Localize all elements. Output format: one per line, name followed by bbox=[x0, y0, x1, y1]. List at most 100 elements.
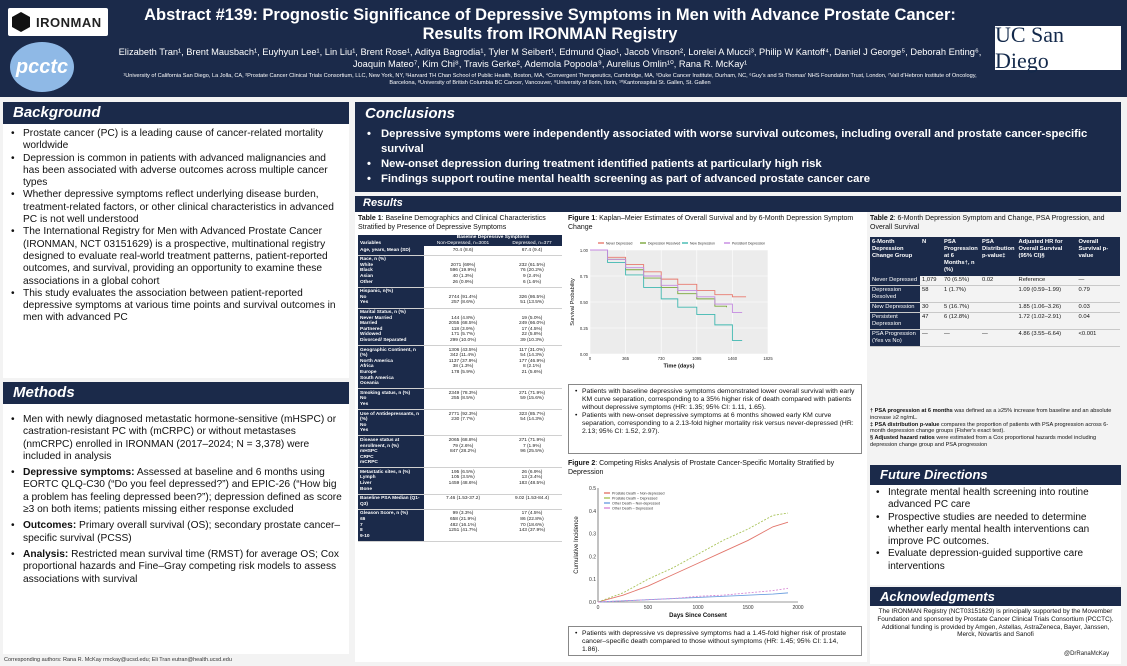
conclusion-bullet: New-onset depression during treatment id… bbox=[365, 157, 1111, 172]
y-tick-label: 0.5 bbox=[589, 486, 596, 492]
x-tick-label: 1095 bbox=[692, 356, 702, 361]
figure2-caption: Figure 2: Competing Risks Analysis of Pr… bbox=[568, 460, 866, 477]
table-cell: 67.4 (9.4) bbox=[521, 247, 543, 253]
figure2-caption-label: Figure 2 bbox=[568, 460, 596, 467]
table-row: Use of Antidepressants, n (%) No Yes 2771… bbox=[358, 409, 562, 436]
table-cell: 70 (6.5%) bbox=[942, 276, 980, 286]
km-survival-chart: 0.00 0.25 0.50 0.75 1.00 0 365 730 1095 1460 1825 T… bbox=[570, 241, 773, 369]
table-cell: — bbox=[920, 329, 942, 347]
series-line bbox=[590, 249, 743, 341]
x-axis-label: Days Since Consent bbox=[669, 613, 727, 619]
table-header-row: 6-Month Depression Change Group N PSA Pr… bbox=[870, 237, 1120, 276]
table-cell: 271 (71.9%) 59 (15.6%) bbox=[518, 390, 546, 402]
table2-header-cell: N bbox=[920, 237, 942, 276]
table-cell: Gleason Score, n (%) ≤6 7 8 9-10 bbox=[358, 509, 424, 542]
table-cell: 326 (86.5%) 51 (13.5%) bbox=[518, 294, 546, 306]
table2-caption: Table 2: 6-Month Depression Symptom and … bbox=[870, 215, 1120, 232]
acknowledgments-heading: Acknowledgments bbox=[870, 587, 1121, 606]
methods-bullet: Outcomes: Primary overall survival (OS);… bbox=[9, 520, 343, 545]
footnote-label: ‡ PSA distribution p-value bbox=[870, 421, 940, 428]
table-row: Smoking status, n (%) No Yes 2349 (78.3%)… bbox=[358, 388, 562, 410]
table-cell: 0.79 bbox=[1076, 285, 1120, 303]
twitter-handle[interactable]: @DrRanaMcKay bbox=[1064, 651, 1110, 657]
table-cell: Marital Status, n (%) Never Married Marr… bbox=[358, 308, 424, 346]
series-line bbox=[597, 512, 789, 603]
ironman-shield-icon bbox=[12, 12, 30, 32]
table-cell: Hispanic, n(%) No Yes bbox=[358, 287, 424, 309]
legend-label: Other Death – Depressed bbox=[612, 506, 653, 510]
table-row: Depression Resolved 58 1 (1.7%) 1.09 (0.59–… bbox=[870, 285, 1120, 303]
table-cell: <0.001 bbox=[1076, 329, 1120, 347]
background-bullet: Whether depressive symptoms reflect unde… bbox=[9, 189, 343, 226]
footnote-text: was defined as a ≥25% increase from base… bbox=[870, 408, 1112, 421]
x-tick-label: 730 bbox=[658, 356, 666, 361]
x-tick-label: 2000 bbox=[792, 605, 803, 611]
affiliations: ¹University of California San Diego, La … bbox=[123, 73, 977, 86]
table-cell bbox=[980, 302, 1017, 313]
acknowledgments-text: The IRONMAN Registry (NCT03151629) is pr… bbox=[870, 606, 1121, 664]
table-cell: 2744 (91.4%) 257 (8.6%) bbox=[448, 294, 478, 306]
table-cell: 0.02 bbox=[980, 276, 1017, 286]
series-line bbox=[597, 587, 789, 603]
table-cell: 2771 (92.3%) 230 (7.7%) bbox=[448, 411, 478, 423]
conclusions-section: Conclusions Depressive symptoms were ind… bbox=[355, 102, 1121, 192]
table-row: Baseline PSA Median (Q1-Q3) 7.46 (1.53-37… bbox=[358, 494, 562, 510]
table1-col-variables: Variables bbox=[358, 240, 424, 247]
table-cell: 2065 (68.8%) 79 (2.6%) 847 (28.2%) bbox=[448, 437, 478, 455]
table-cell: 1,079 bbox=[920, 276, 942, 286]
table1-caption-label: Table 1 bbox=[358, 215, 382, 222]
corresponding-authors: Corresponding authors: Rana R. McKay rmc… bbox=[4, 657, 232, 663]
series-line bbox=[590, 249, 743, 313]
table-cell: 195 (6.5%) 105 (3.5%) 1459 (48.6%) bbox=[448, 469, 478, 487]
methods-section: Men with newly diagnosed metastatic horm… bbox=[3, 404, 349, 654]
table1-col-depressed: Depressed, n=377 bbox=[502, 240, 562, 247]
y-tick-label: 0.4 bbox=[589, 509, 596, 515]
ucsd-logo: UC San Diego bbox=[995, 22, 1121, 73]
table-cell: 26 (6.9%) 13 (3.4%) 183 (48.5%) bbox=[518, 469, 546, 487]
methods-bullet-label: Depressive symptoms: bbox=[23, 467, 135, 479]
x-tick-label: 1000 bbox=[692, 605, 703, 611]
x-tick-label: 500 bbox=[644, 605, 653, 611]
table-cell: Depression Resolved bbox=[870, 285, 920, 303]
table-cell bbox=[980, 312, 1017, 330]
background-bullet: Prostate cancer (PC) is a leading cause … bbox=[9, 128, 343, 153]
table2-footnote: ‡ PSA distribution p-value compares the … bbox=[870, 422, 1122, 436]
table-cell: — bbox=[980, 329, 1017, 347]
table-row: Race, n (%) White Black Asian Other 2071… bbox=[358, 255, 562, 288]
conclusions-heading: Conclusions bbox=[365, 105, 456, 122]
table-cell: — bbox=[1076, 276, 1120, 286]
table2-caption-label: Table 2 bbox=[870, 215, 894, 222]
x-tick-label: 1825 bbox=[763, 356, 773, 361]
table-header-row: Variables Non-Depressed, n=3001 Depresse… bbox=[358, 240, 562, 247]
y-tick-label: 0.25 bbox=[580, 326, 589, 331]
table-cell: Disease status at enrollment, n (%) mHSP… bbox=[358, 435, 424, 468]
table-cell: Age, years, Mean (SD) bbox=[358, 246, 424, 256]
table-row: New Depression 30 5 (16.7%) 1.85 (1.06–3.26… bbox=[870, 302, 1120, 313]
background-bullet: Depression is common in patients with ad… bbox=[9, 153, 343, 190]
legend-label: Prostate Death – Non-depressed bbox=[612, 491, 665, 495]
table2-block: 6-Month Depression Change Group N PSA Pr… bbox=[870, 237, 1120, 347]
table-cell: 0.04 bbox=[1076, 312, 1120, 330]
table-cell: 99 (3.3%) 658 (21.9%) 482 (16.1%) 1251 (… bbox=[448, 511, 478, 534]
table-cell: 2349 (78.3%) 255 (8.5%) bbox=[448, 390, 478, 402]
background-section: Prostate cancer (PC) is a leading cause … bbox=[3, 124, 349, 378]
series-line bbox=[597, 521, 789, 603]
y-tick-label: 0.1 bbox=[589, 577, 596, 583]
footnote-label: † PSA progression at 6 months bbox=[870, 408, 953, 414]
table2-header-cell: 6-Month Depression Change Group bbox=[870, 237, 920, 276]
poster-title: Abstract #139: Prognostic Significance o… bbox=[144, 6, 956, 43]
figure1-notes: Patients with baseline depressive sympto… bbox=[568, 384, 862, 454]
table-cell: 1 (1.7%) bbox=[942, 285, 980, 303]
table-cell: Never Depressed bbox=[870, 276, 920, 286]
table-cell: 144 (4.8%) 2055 (68.5%) 118 (3.9%) 171 (… bbox=[448, 315, 478, 343]
y-tick-label: 0.0 bbox=[589, 600, 596, 606]
table-row: Metastatic sites, n (%) Lymph Liver Bone… bbox=[358, 467, 562, 495]
table1-block: Table 1: Baseline Demographics and Clini… bbox=[358, 215, 562, 659]
x-tick-label: 365 bbox=[622, 356, 630, 361]
figure1-note: Patients with new-onset depressive sympt… bbox=[573, 412, 857, 436]
table-cell: 4.86 (3.55–6.64) bbox=[1016, 329, 1077, 347]
x-tick-label: 1500 bbox=[742, 605, 753, 611]
table-cell: 271 (71.9%) 7 (1.9%) 96 (25.5%) bbox=[518, 437, 546, 455]
table1-col-nondepressed: Non-Depressed, n=3001 bbox=[424, 240, 503, 247]
